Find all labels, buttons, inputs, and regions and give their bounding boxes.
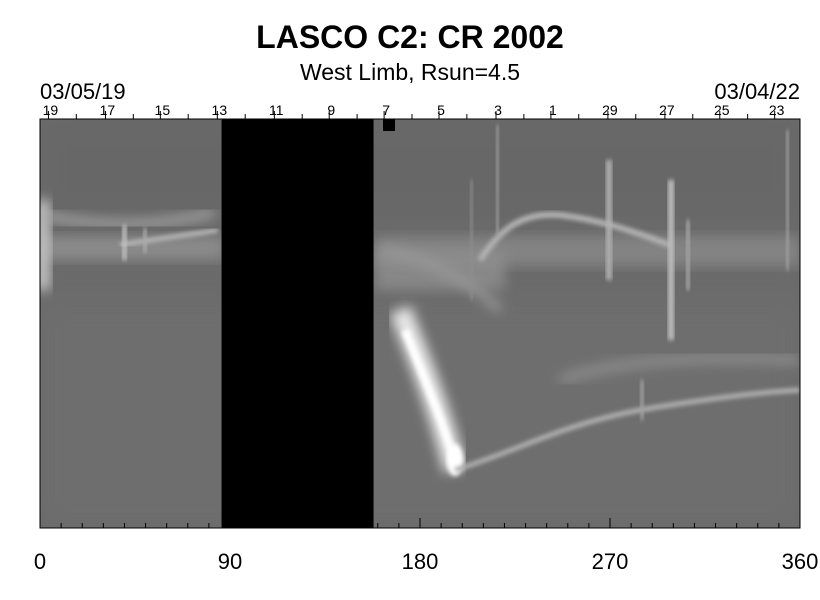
top-day-label: 17: [100, 102, 116, 118]
top-day-ticks: 19 17 15 13 11 9 7 5 3 1 29 27 25 23: [43, 102, 785, 119]
top-day-label: 15: [155, 102, 171, 118]
top-day-label: 13: [212, 102, 228, 118]
data-gap-layer: [221, 119, 374, 528]
top-day-label: 3: [494, 102, 502, 118]
left-edge-glow: [40, 200, 50, 290]
data-gap-0: [221, 119, 374, 528]
image-plane: [40, 119, 800, 528]
x-tick-label: 180: [402, 549, 439, 574]
top-day-label: 1: [549, 102, 557, 118]
bright-vertical-streak: [668, 180, 674, 340]
lower-arc: [454, 387, 800, 473]
x-tick-label: 360: [782, 549, 819, 574]
chart-title: LASCO C2: CR 2002: [256, 19, 564, 55]
upper-arc: [477, 211, 672, 262]
chart-subtitle: West Limb, Rsun=4.5: [299, 59, 521, 85]
top-day-label: 9: [327, 102, 335, 118]
start-date-label: 03/05/19: [40, 79, 126, 104]
top-day-label: 19: [43, 102, 59, 118]
x-tick-label: 270: [592, 549, 629, 574]
streamer-band-left: [40, 236, 225, 260]
x-tick-label: 90: [218, 549, 242, 574]
top-day-label: 7: [382, 102, 390, 118]
top-day-label: 25: [714, 102, 730, 118]
top-day-label: 23: [769, 102, 785, 118]
end-date-label: 03/04/22: [714, 79, 800, 104]
gap-marker-small: [383, 119, 395, 131]
x-tick-label: 0: [34, 549, 46, 574]
top-day-label: 29: [602, 102, 618, 118]
top-day-label: 5: [437, 102, 445, 118]
top-day-label: 27: [659, 102, 675, 118]
top-day-label: 11: [269, 102, 284, 118]
x-axis: 0 90 180 270 360: [34, 518, 818, 574]
